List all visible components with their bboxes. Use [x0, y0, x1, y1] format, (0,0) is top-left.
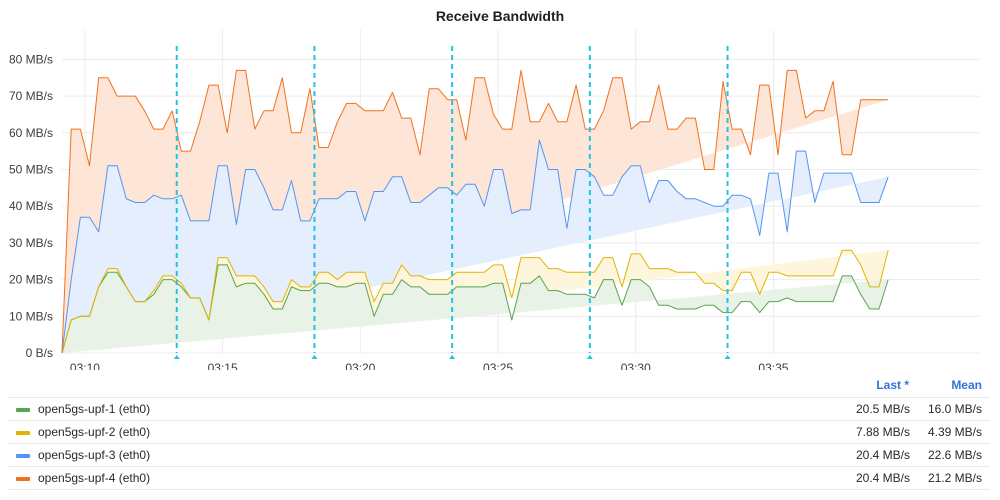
legend-mean-value: 16.0 MB/s — [927, 402, 982, 416]
legend-row-upf-2[interactable]: open5gs-upf-2 (eth0) 7.88 MB/s 4.39 MB/s — [8, 420, 990, 443]
x-axis-ticks: 03:10 03:15 03:20 03:25 03:30 03:35 — [70, 361, 789, 370]
legend-series-name[interactable]: open5gs-upf-1 (eth0) — [38, 402, 151, 416]
series-line-2[interactable] — [61, 249, 889, 354]
chart-lines — [61, 69, 889, 354]
legend-series-name[interactable]: open5gs-upf-3 (eth0) — [38, 448, 151, 462]
annotation-marker[interactable] — [449, 355, 456, 359]
series-color-swatch[interactable] — [16, 477, 30, 481]
y-tick-label: 70 MB/s — [9, 89, 53, 103]
y-tick-label: 0 B/s — [26, 346, 53, 360]
series-color-swatch[interactable] — [16, 408, 30, 412]
legend-series-name[interactable]: open5gs-upf-2 (eth0) — [38, 425, 151, 439]
x-tick-label: 03:35 — [758, 361, 788, 370]
legend-mean-value: 4.39 MB/s — [927, 425, 982, 439]
y-tick-label: 20 MB/s — [9, 273, 53, 287]
y-tick-label: 60 MB/s — [9, 126, 53, 140]
y-tick-label: 80 MB/s — [9, 52, 53, 66]
x-tick-label: 03:15 — [208, 361, 238, 370]
y-tick-label: 30 MB/s — [9, 236, 53, 250]
legend-mean-value: 22.6 MB/s — [927, 448, 982, 462]
legend-table: open5gs-upf-1 (eth0) 20.5 MB/s 16.0 MB/s… — [8, 397, 990, 490]
legend-last-value: 20.4 MB/s — [855, 448, 910, 462]
series-area-1 — [62, 264, 889, 353]
legend-mean-value: 21.2 MB/s — [927, 471, 982, 485]
legend-last-value: 20.5 MB/s — [855, 402, 910, 416]
series-line-4[interactable] — [61, 69, 889, 354]
annotation-marker[interactable] — [311, 355, 318, 359]
annotation-marker[interactable] — [173, 355, 180, 359]
annotation-marker[interactable] — [724, 355, 731, 359]
legend-last-value: 20.4 MB/s — [855, 471, 910, 485]
y-tick-label: 40 MB/s — [9, 199, 53, 213]
legend-last-value: 7.88 MB/s — [855, 425, 910, 439]
x-tick-label: 03:25 — [483, 361, 513, 370]
y-tick-label: 10 MB/s — [9, 309, 53, 323]
x-tick-label: 03:10 — [70, 361, 100, 370]
chart-areas — [62, 70, 889, 353]
annotation-marker[interactable] — [586, 355, 593, 359]
bandwidth-chart: 0 B/s 10 MB/s 20 MB/s 30 MB/s 40 MB/s 50 MB/s… — [9, 30, 980, 370]
x-tick-label: 03:20 — [345, 361, 375, 370]
y-tick-label: 50 MB/s — [9, 162, 53, 176]
chart-annotations — [173, 46, 731, 359]
x-tick-label: 03:30 — [621, 361, 651, 370]
series-color-swatch[interactable] — [16, 454, 30, 458]
legend-row-upf-3[interactable]: open5gs-upf-3 (eth0) 20.4 MB/s 22.6 MB/s — [8, 443, 990, 466]
y-axis-ticks: 0 B/s 10 MB/s 20 MB/s 30 MB/s 40 MB/s 50 MB/s… — [9, 52, 53, 360]
legend-row-upf-1[interactable]: open5gs-upf-1 (eth0) 20.5 MB/s 16.0 MB/s — [8, 397, 990, 420]
legend-series-name[interactable]: open5gs-upf-4 (eth0) — [38, 471, 151, 485]
series-color-swatch[interactable] — [16, 431, 30, 435]
series-line-3[interactable] — [61, 139, 889, 354]
panel-title: Receive Bandwidth — [435, 8, 565, 24]
legend-mean-header[interactable]: Mean — [951, 378, 982, 392]
legend-row-upf-4[interactable]: open5gs-upf-4 (eth0) 20.4 MB/s 21.2 MB/s — [8, 466, 990, 490]
legend-last-header[interactable]: Last * — [876, 378, 909, 392]
